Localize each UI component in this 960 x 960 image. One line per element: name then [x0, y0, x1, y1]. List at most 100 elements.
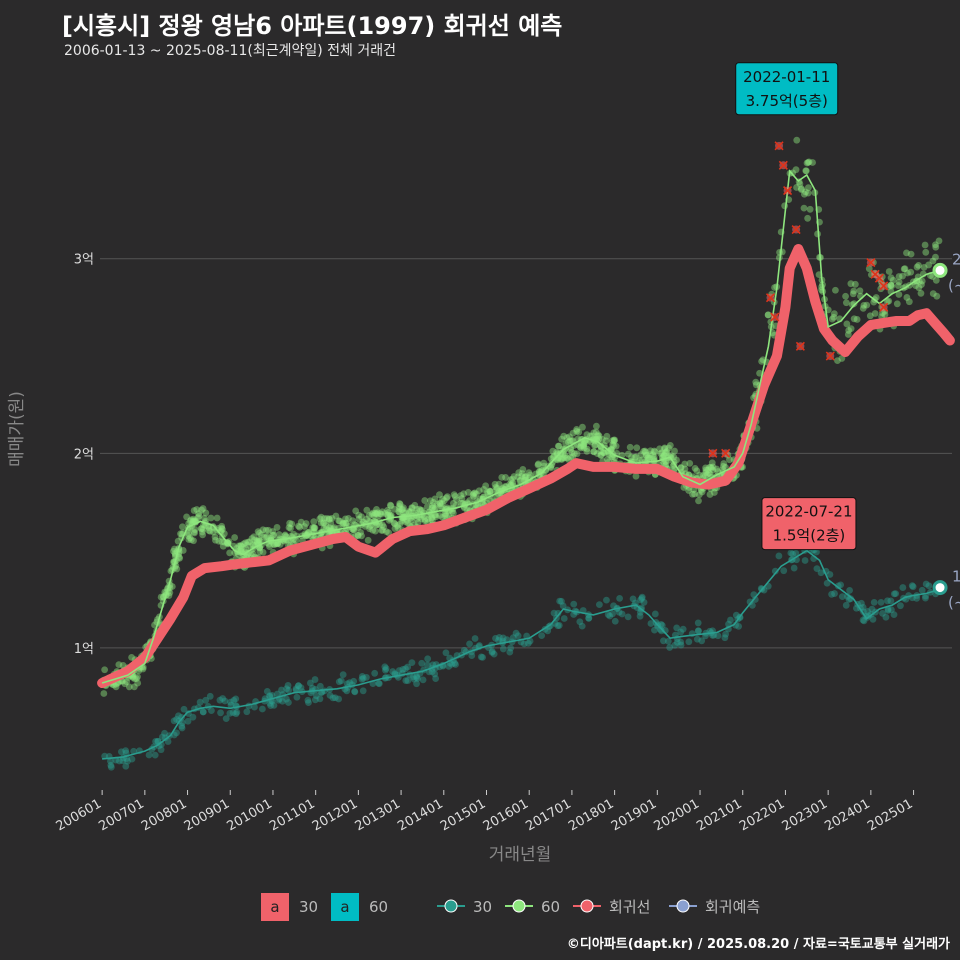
end-value-30: 13,100	[952, 568, 960, 586]
scatter-point-60	[173, 565, 181, 573]
scatter-point-60	[358, 532, 365, 540]
scatter-point-60	[185, 536, 193, 543]
scatter-point-60	[310, 524, 318, 532]
scatter-point-60	[514, 473, 522, 481]
scatter-point-60	[469, 491, 477, 499]
scatter-point-60	[706, 471, 714, 478]
scatter-point-30	[858, 599, 865, 607]
scatter-point-60	[170, 547, 177, 555]
scatter-point-60	[199, 505, 207, 512]
annotation-box	[735, 62, 839, 116]
series-line-60	[101, 169, 940, 684]
scatter-point-60	[845, 327, 853, 334]
scatter-point-30	[232, 695, 240, 703]
scatter-point-60	[349, 526, 357, 534]
grid-layer	[100, 258, 952, 649]
scatter-point-30	[284, 682, 292, 689]
scatter-point-60	[583, 431, 591, 439]
scatter-point-60	[431, 495, 439, 503]
scatter-point-60	[903, 294, 911, 301]
scatter-point-60	[340, 520, 348, 527]
scatter-point-60	[641, 447, 649, 455]
scatter-point-60	[191, 529, 198, 537]
scatter-point-60	[850, 287, 858, 295]
scatter-point-60	[889, 276, 897, 284]
outlier-cross	[791, 224, 801, 235]
scatter-point-60	[853, 316, 861, 323]
scatter-point-30	[507, 644, 515, 652]
scatter-point-60	[407, 517, 415, 525]
end-area-30: (~30㎡)	[948, 594, 960, 612]
scatter-point-30	[285, 699, 292, 706]
outlier-cross	[879, 281, 889, 291]
scatter-point-60	[371, 509, 379, 517]
scatter-point-60	[418, 515, 425, 523]
scatter-point-60	[194, 514, 202, 522]
scatter-point-30	[282, 695, 290, 703]
scatter-point-30	[693, 635, 701, 643]
scatter-point-30	[293, 693, 301, 701]
scatter-point-30	[488, 648, 496, 655]
scatter-point-60	[379, 521, 386, 529]
scatter-point-60	[438, 513, 446, 521]
x-tick-label: 200801	[139, 796, 189, 834]
scatter-point-60	[644, 454, 652, 461]
scatter-point-30	[119, 757, 127, 765]
scatter-point-60	[599, 448, 607, 456]
scatter-point-60	[570, 450, 578, 457]
scatter-point-60	[219, 542, 227, 550]
scatter-point-60	[573, 450, 581, 458]
scatter-point-60	[202, 509, 210, 517]
scatter-point-60	[322, 522, 330, 529]
scatter-point-60	[187, 536, 195, 544]
scatter-point-60	[851, 280, 859, 288]
scatter-point-30	[492, 634, 499, 642]
scatter-point-60	[443, 494, 450, 502]
scatter-point-30	[278, 686, 285, 694]
outlier-cross	[708, 448, 718, 458]
outlier-cross	[765, 293, 776, 303]
scatter-point-60	[195, 510, 203, 518]
scatter-point-30	[466, 640, 473, 648]
scatter-point-60	[255, 536, 263, 544]
scatter-point-60	[198, 528, 206, 536]
scatter-point-60	[920, 264, 928, 271]
scatter-point-60	[382, 528, 390, 536]
scatter-point-60	[423, 503, 431, 510]
scatter-point-60	[560, 432, 568, 440]
scatter-point-60	[569, 429, 577, 437]
scatter-point-60	[186, 517, 194, 525]
scatter-point-60	[398, 517, 406, 525]
scatter-point-60	[592, 428, 600, 436]
scatter-point-60	[373, 510, 381, 518]
regression-line	[97, 244, 955, 688]
scatter-point-30	[343, 687, 351, 695]
scatter-point-60	[400, 504, 407, 512]
scatter-point-30	[295, 682, 302, 690]
scatter-point-60	[580, 440, 588, 448]
scatter-point-60	[457, 492, 465, 499]
scatter-point-60	[443, 493, 451, 501]
scatter-point-30	[624, 613, 632, 621]
outlier-cross	[774, 141, 784, 151]
scatter-point-30	[331, 694, 339, 702]
scatter-point-60	[516, 477, 524, 485]
scatter-point-60	[376, 510, 384, 517]
scatter-point-60	[395, 503, 403, 510]
scatter-point-30	[629, 595, 637, 603]
scatter-point-30	[152, 738, 159, 745]
scatter-point-60	[129, 674, 137, 681]
scatter-point-30	[913, 594, 921, 602]
scatter-point-60	[789, 169, 797, 177]
scatter-point-60	[179, 523, 186, 531]
scatter-point-60	[396, 500, 404, 508]
scatter-point-60	[865, 265, 873, 273]
scatter-point-30	[199, 708, 207, 716]
scatter-point-60	[394, 522, 401, 529]
y-tick-label: 3억	[74, 253, 94, 268]
scatter-point-60	[661, 452, 668, 459]
scatter-point-30	[363, 673, 370, 681]
scatter-point-60	[386, 501, 394, 509]
annotation-box	[761, 497, 857, 551]
scatter-point-30	[570, 611, 578, 618]
